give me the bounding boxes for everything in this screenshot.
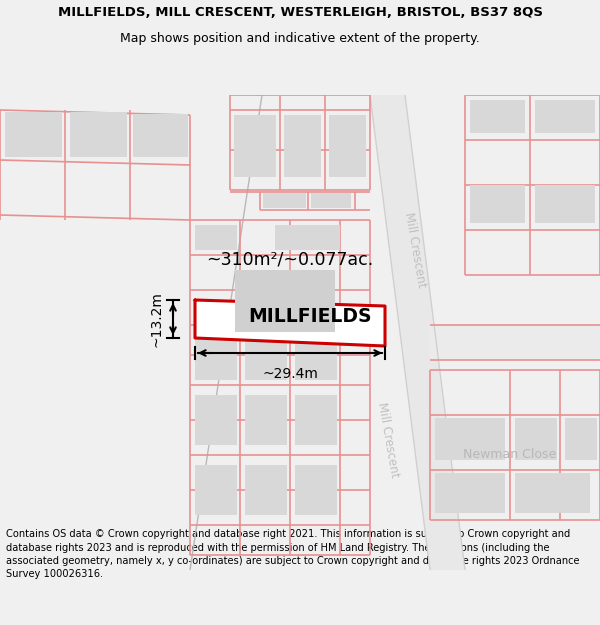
Bar — [295, 330, 337, 380]
Text: Mill Crescent: Mill Crescent — [375, 401, 401, 479]
Bar — [245, 465, 287, 515]
Bar — [195, 395, 237, 445]
Bar — [329, 115, 366, 177]
Text: ~13.2m: ~13.2m — [149, 291, 163, 347]
Polygon shape — [430, 325, 600, 360]
Bar — [70, 112, 127, 157]
Bar — [470, 100, 525, 133]
Bar — [245, 395, 287, 445]
Polygon shape — [195, 300, 385, 346]
Bar — [245, 330, 287, 380]
Bar — [535, 100, 595, 133]
Text: Newman Close: Newman Close — [463, 449, 557, 461]
Bar — [435, 473, 505, 513]
Bar — [295, 395, 337, 445]
Text: ~29.4m: ~29.4m — [262, 367, 318, 381]
Text: MILLFIELDS, MILL CRESCENT, WESTERLEIGH, BRISTOL, BS37 8QS: MILLFIELDS, MILL CRESCENT, WESTERLEIGH, … — [58, 6, 542, 19]
Text: ~310m²/~0.077ac.: ~310m²/~0.077ac. — [206, 251, 374, 269]
Bar — [470, 185, 525, 223]
Bar — [515, 418, 557, 460]
Bar — [435, 418, 505, 460]
Bar — [535, 185, 595, 223]
Bar — [133, 114, 188, 157]
Text: Contains OS data © Crown copyright and database right 2021. This information is : Contains OS data © Crown copyright and d… — [6, 529, 580, 579]
Bar — [195, 330, 237, 380]
Bar — [295, 465, 337, 515]
Bar — [234, 115, 276, 177]
Bar — [311, 193, 351, 208]
Bar — [284, 115, 321, 177]
Text: Map shows position and indicative extent of the property.: Map shows position and indicative extent… — [120, 32, 480, 45]
Bar — [195, 465, 237, 515]
Bar — [565, 418, 597, 460]
Polygon shape — [370, 95, 465, 570]
Bar — [235, 270, 335, 332]
Text: Mill Crescent: Mill Crescent — [402, 211, 428, 289]
Bar — [195, 225, 237, 250]
Text: MILLFIELDS: MILLFIELDS — [248, 306, 372, 326]
Bar — [5, 112, 62, 157]
Bar — [263, 193, 306, 208]
Bar — [275, 225, 340, 250]
Bar — [515, 473, 590, 513]
